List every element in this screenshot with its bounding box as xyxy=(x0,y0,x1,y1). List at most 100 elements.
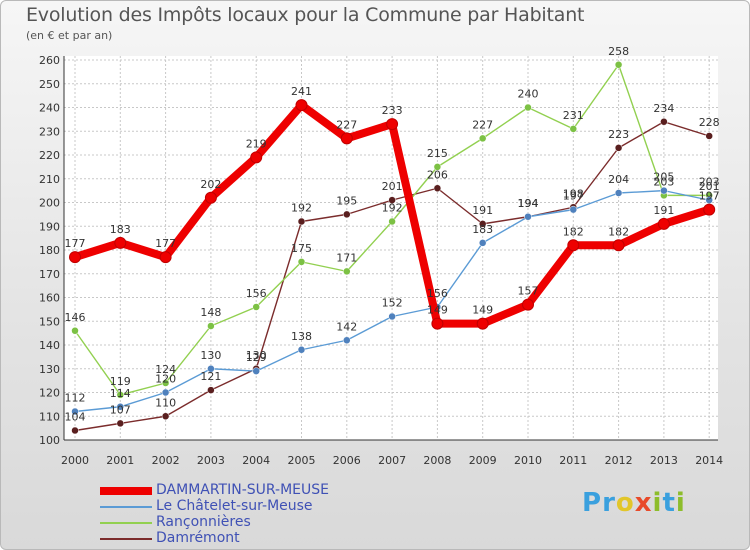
data-label: 204 xyxy=(608,173,629,186)
data-point xyxy=(116,419,125,428)
brand-letter: i xyxy=(652,488,663,518)
data-point xyxy=(161,388,170,397)
brand-letter: P xyxy=(582,488,603,518)
data-label: 205 xyxy=(653,171,674,184)
data-label: 215 xyxy=(427,147,448,160)
data-label: 201 xyxy=(382,180,403,193)
brand-logo: Proxiti xyxy=(582,488,686,518)
data-label: 191 xyxy=(653,204,674,217)
data-label: 129 xyxy=(246,351,267,364)
chart-subtitle: (en € et par an) xyxy=(26,29,113,42)
data-point xyxy=(250,151,263,164)
x-tick-label: 2013 xyxy=(650,454,678,467)
x-tick-label: 2005 xyxy=(288,454,316,467)
data-label: 197 xyxy=(563,190,584,203)
data-point xyxy=(343,210,351,219)
data-label: 110 xyxy=(155,396,176,409)
data-point xyxy=(386,118,399,131)
data-label: 198 xyxy=(563,187,584,200)
data-point xyxy=(703,203,716,216)
data-point xyxy=(297,258,306,266)
data-label: 156 xyxy=(246,287,267,300)
legend-swatch xyxy=(100,538,152,540)
data-point xyxy=(388,217,396,226)
data-point xyxy=(614,144,623,152)
data-label: 240 xyxy=(518,88,539,101)
data-label: 175 xyxy=(291,242,312,255)
y-tick-label: 250 xyxy=(39,78,60,91)
legend-label: Damrémont xyxy=(156,530,240,546)
y-tick-label: 100 xyxy=(39,434,60,447)
x-tick-label: 2011 xyxy=(559,454,587,467)
data-point xyxy=(252,367,260,375)
data-label: 194 xyxy=(518,197,539,210)
legend-label: Le Châtelet-sur-Meuse xyxy=(156,498,313,514)
data-label: 121 xyxy=(200,370,221,383)
data-label: 194 xyxy=(518,197,539,210)
data-label: 191 xyxy=(472,204,493,217)
x-tick-label: 2004 xyxy=(242,454,270,467)
brand-letter: r xyxy=(602,488,616,518)
data-point xyxy=(660,118,668,126)
data-point xyxy=(114,236,127,249)
data-point xyxy=(522,298,534,311)
data-label: 146 xyxy=(65,311,86,324)
data-point xyxy=(71,327,79,335)
data-label: 149 xyxy=(472,304,493,317)
data-point xyxy=(207,322,215,330)
data-point xyxy=(478,220,487,228)
data-point xyxy=(433,163,442,171)
y-tick-label: 210 xyxy=(39,173,60,186)
x-tick-label: 2002 xyxy=(152,454,180,467)
data-point xyxy=(567,239,580,252)
data-label: 114 xyxy=(110,387,131,400)
data-label: 241 xyxy=(291,85,312,98)
x-tick-label: 2007 xyxy=(378,454,406,467)
y-tick-label: 230 xyxy=(39,125,60,138)
data-label: 201 xyxy=(699,180,720,193)
data-label: 112 xyxy=(65,392,86,405)
data-point xyxy=(116,391,125,399)
chart-title: Evolution des Impôts locaux pour la Comm… xyxy=(26,4,585,26)
data-point xyxy=(207,386,215,394)
x-tick-label: 2000 xyxy=(61,454,89,467)
data-point xyxy=(614,189,623,197)
data-point xyxy=(388,312,396,321)
data-label: 206 xyxy=(427,168,448,181)
y-tick-label: 120 xyxy=(39,387,60,400)
data-point xyxy=(71,407,79,416)
x-tick-label: 2003 xyxy=(197,454,225,467)
data-point xyxy=(569,125,578,133)
data-point xyxy=(161,412,170,420)
legend-swatch xyxy=(100,506,152,508)
y-tick-label: 180 xyxy=(39,244,60,257)
data-label: 124 xyxy=(155,363,176,376)
data-point xyxy=(71,426,79,435)
data-label: 192 xyxy=(382,202,403,215)
x-tick-label: 2014 xyxy=(695,454,723,467)
data-label: 258 xyxy=(608,45,629,58)
data-label: 104 xyxy=(65,411,86,424)
brand-letter: o xyxy=(615,488,635,518)
data-point xyxy=(433,184,442,192)
x-tick-label: 2008 xyxy=(423,454,451,467)
data-label: 171 xyxy=(336,251,357,264)
data-point xyxy=(431,317,444,330)
y-tick-label: 150 xyxy=(39,315,60,328)
x-tick-label: 2012 xyxy=(605,454,633,467)
data-point xyxy=(297,346,306,354)
brand-letter: x xyxy=(634,488,653,518)
data-label: 203 xyxy=(699,175,720,188)
y-tick-label: 190 xyxy=(39,220,60,233)
y-tick-label: 200 xyxy=(39,197,60,210)
data-point xyxy=(340,132,353,145)
data-label: 130 xyxy=(246,349,267,362)
data-label: 130 xyxy=(200,349,221,362)
data-label: 107 xyxy=(110,403,131,416)
data-label: 233 xyxy=(382,104,403,117)
data-label: 234 xyxy=(653,102,674,115)
x-tick-label: 2009 xyxy=(469,454,497,467)
data-point xyxy=(343,267,351,276)
data-point xyxy=(660,186,668,195)
